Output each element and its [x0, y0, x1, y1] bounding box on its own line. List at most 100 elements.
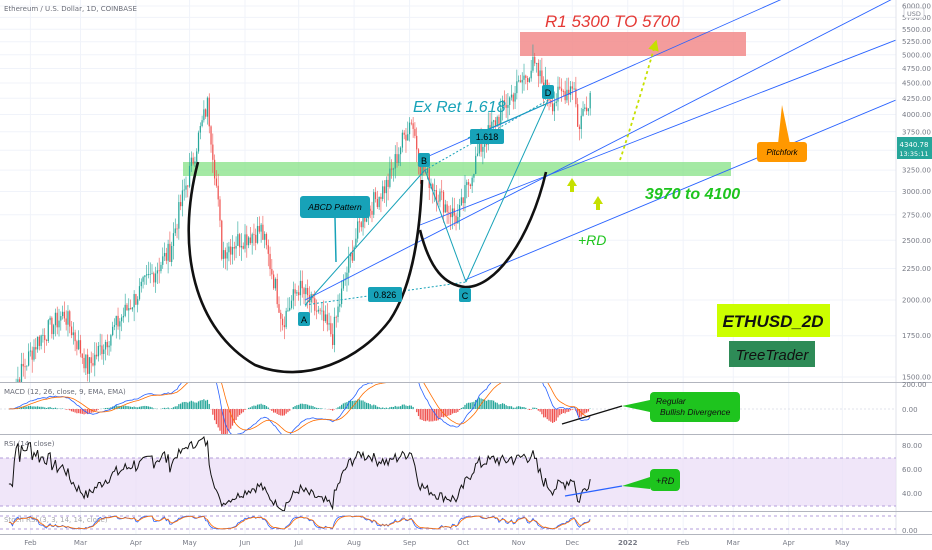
candle-body — [131, 307, 133, 310]
macd-histogram-bar — [274, 409, 277, 413]
candle-body — [74, 332, 76, 342]
ethusd-box[interactable]: ETHUSD_2D — [717, 304, 830, 337]
candle-body — [165, 252, 167, 261]
candle-body — [287, 310, 289, 312]
candle-body — [321, 310, 323, 312]
candle-body — [187, 185, 189, 187]
support-zone[interactable] — [183, 162, 731, 176]
candle-body — [280, 312, 282, 319]
macd-histogram-bar — [478, 397, 480, 409]
candle-body — [128, 308, 130, 311]
macd-histogram-bar — [433, 409, 436, 421]
projection-arrow[interactable] — [619, 39, 659, 161]
abcd-pattern-box[interactable]: ABCD Pattern — [300, 196, 370, 218]
macd-histogram-bar — [219, 409, 221, 431]
candle-body — [585, 107, 588, 112]
macd-histogram-bar — [142, 406, 144, 409]
macd-histogram-bar — [514, 407, 516, 409]
macd-histogram-bar — [237, 409, 239, 417]
point-a-marker[interactable]: A — [298, 312, 310, 326]
candle-body — [423, 163, 425, 173]
macd-histogram-bar — [469, 402, 471, 409]
macd-tick-200: 200.00 — [902, 381, 927, 389]
candle-body — [476, 153, 479, 156]
candle-body — [362, 213, 364, 228]
macd-histogram-bar — [487, 399, 489, 409]
x-tick-label: Feb — [24, 539, 37, 547]
ratio-0826-box[interactable]: 0.826 — [368, 287, 402, 302]
macd-histogram-bar — [83, 409, 85, 415]
macd-histogram-bar — [201, 400, 203, 409]
point-c-text: C — [462, 291, 469, 301]
macd-histogram-bar — [392, 407, 395, 409]
y-tick-label: 1750.00 — [902, 332, 931, 340]
rsi-panel: RSI (14, close) 80.00 60.00 40.00 +RD — [0, 435, 922, 511]
target-zone[interactable] — [520, 32, 746, 56]
macd-histogram-bar — [29, 405, 32, 409]
candle-body — [371, 210, 373, 215]
candle-body — [584, 107, 586, 109]
candle-body — [410, 122, 412, 124]
time-axis[interactable]: Feb Mar Apr May Jun Jul Aug Sep Oct Nov Dec 2022 Feb… — [0, 535, 932, 550]
macd-histogram-bar — [466, 403, 468, 409]
candle-body — [491, 121, 493, 129]
macd-histogram-bar — [569, 409, 572, 411]
macd-histogram-bar — [525, 407, 527, 409]
macd-histogram-bar — [72, 409, 74, 412]
candle-body — [528, 78, 530, 82]
macd-histogram-bar — [53, 408, 55, 409]
candle-body — [421, 163, 423, 176]
cup-drawing[interactable] — [187, 161, 548, 374]
macd-histogram-bar — [215, 409, 218, 425]
candle-body — [382, 186, 384, 199]
candle-body — [112, 326, 114, 336]
candle-body — [24, 366, 26, 368]
candle-body — [255, 234, 257, 243]
candle-body — [103, 349, 105, 355]
macd-histogram-bar — [230, 409, 232, 429]
macd-histogram-bar — [314, 407, 316, 409]
pitchfork-label-box[interactable]: Pitchfork — [757, 142, 807, 162]
candle-body — [512, 94, 514, 102]
candle-body — [27, 351, 30, 366]
candle-body — [326, 314, 328, 325]
candle-body — [144, 275, 146, 278]
macd-histogram-bar — [153, 408, 155, 409]
candle-body — [33, 347, 35, 360]
candle-body — [199, 126, 201, 133]
currency-badge[interactable]: USD — [903, 7, 925, 19]
candle-body — [482, 146, 484, 152]
macd-histogram-bar — [562, 409, 564, 413]
ratio-1618-box[interactable]: 1.618 — [470, 129, 504, 144]
point-d-marker[interactable]: D — [542, 85, 554, 99]
treetrader-box[interactable]: TreeTrader — [729, 341, 815, 367]
pitchfork-line-4 — [464, 99, 896, 281]
macd-histogram-bar — [494, 402, 497, 409]
rsi-divergence-line[interactable] — [564, 485, 623, 497]
macd-histogram-bar — [190, 400, 192, 409]
macd-histogram-bar — [464, 404, 466, 409]
point-a-text: A — [301, 315, 307, 325]
candle-body — [222, 250, 225, 259]
macd-divergence-note[interactable]: Regular Bullish Divergence — [622, 392, 740, 422]
price-axis[interactable]: 6000.005750.005500.005250.005000.004750.… — [895, 0, 932, 550]
macd-histogram-bar — [33, 406, 35, 409]
rsi-line — [8, 435, 591, 511]
macd-histogram-bar — [503, 403, 505, 409]
macd-histogram-bar — [205, 400, 207, 409]
macd-histogram-bar — [340, 404, 343, 409]
up-arrow-1-stem — [570, 186, 574, 192]
macd-histogram-bar — [131, 407, 133, 409]
candle-body — [133, 294, 135, 308]
candle-body — [273, 274, 275, 289]
candle-body — [271, 269, 273, 275]
macd-histogram-bar — [453, 409, 455, 413]
point-b-marker[interactable]: B — [418, 153, 430, 167]
candle-body — [405, 134, 407, 141]
point-c-marker[interactable]: C — [459, 288, 471, 302]
y-tick-label: 4750.00 — [902, 65, 931, 73]
macd-histogram-bar — [38, 406, 40, 409]
rsi-rd-note[interactable]: +RD — [622, 469, 680, 491]
macd-divergence-line[interactable] — [561, 405, 623, 425]
